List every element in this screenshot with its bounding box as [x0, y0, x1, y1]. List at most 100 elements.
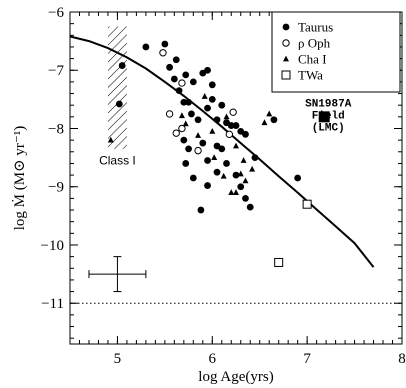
- plot-frame: [69, 11, 403, 345]
- legend-box: [271, 11, 401, 93]
- class-i-hatch: [107, 26, 127, 149]
- point-taurus: [115, 100, 123, 108]
- point-oph: [165, 110, 174, 118]
- point-taurus: [170, 75, 178, 83]
- point-taurus: [213, 116, 221, 124]
- point-cha-i: [242, 177, 249, 184]
- point-cha-i: [223, 113, 230, 120]
- annotation-line: (LMC): [312, 122, 345, 134]
- point-cha-i: [201, 93, 208, 99]
- legend-label: ρ Oph: [298, 36, 331, 51]
- y-tick-label: −10: [41, 238, 64, 254]
- point-taurus: [182, 71, 190, 79]
- y-tick-label: −7: [48, 63, 64, 79]
- point-oph: [172, 129, 180, 137]
- point-cha-i: [195, 132, 202, 138]
- class-i-band: [107, 26, 127, 149]
- point-oph: [159, 49, 167, 57]
- point-taurus: [242, 130, 249, 138]
- legend-label: Cha I: [298, 52, 327, 67]
- point-oph: [178, 79, 186, 87]
- error-bar: [88, 256, 147, 293]
- point-cha-i: [228, 189, 235, 195]
- point-taurus: [223, 160, 230, 167]
- point-taurus: [242, 194, 249, 202]
- point-taurus: [204, 104, 211, 112]
- point-oph: [229, 108, 237, 116]
- point-taurus: [180, 136, 188, 144]
- point-taurus: [246, 203, 254, 211]
- x-tick-label: 5: [114, 351, 122, 367]
- point-taurus: [208, 81, 216, 89]
- point-oph: [178, 124, 186, 133]
- point-taurus: [270, 116, 278, 124]
- point-oph: [194, 146, 202, 155]
- point-cha-i: [233, 142, 239, 149]
- x-tick-label: 8: [398, 351, 406, 367]
- point-cha-i: [182, 120, 189, 127]
- point-taurus: [197, 206, 205, 214]
- axis-tick-labels: 5 6 7 8 −6 −7 −8 −9 −10 −11: [41, 5, 406, 367]
- point-taurus: [237, 183, 245, 191]
- legend-marker: [283, 55, 289, 62]
- x-tick-label: 6: [209, 351, 217, 367]
- point-taurus: [161, 40, 169, 48]
- point-taurus: [188, 110, 195, 118]
- point-taurus: [194, 116, 202, 124]
- point-cha-i: [178, 112, 185, 119]
- point-taurus: [185, 98, 192, 106]
- point-taurus: [218, 145, 226, 153]
- point-cha-i: [249, 165, 256, 172]
- y-tick-label: −8: [48, 121, 64, 137]
- y-axis-label: log Ṁ (M⊙ yr⁻¹): [12, 126, 28, 231]
- point-cha-i: [233, 189, 239, 195]
- point-oph: [225, 130, 234, 139]
- point-cha-i: [237, 170, 244, 177]
- point-taurus: [189, 174, 197, 182]
- point-cha-i: [209, 128, 216, 134]
- point-taurus: [227, 122, 235, 129]
- point-taurus: [182, 160, 190, 167]
- point-taurus: [142, 43, 150, 51]
- point-taurus: [118, 62, 126, 69]
- class-i-label: Class I: [99, 154, 136, 168]
- y-tick-label: −11: [41, 296, 64, 312]
- legend-marker: [282, 23, 290, 31]
- point-cha-i: [266, 110, 273, 117]
- point-taurus: [204, 66, 211, 74]
- annotation-line: SN1987A: [305, 98, 352, 110]
- point-cha-i: [107, 136, 114, 143]
- point-taurus: [199, 139, 207, 147]
- point-cha-i: [261, 119, 268, 126]
- point-taurus: [232, 171, 240, 179]
- point-cha-i: [220, 172, 227, 179]
- point-taurus: [213, 168, 221, 176]
- point-taurus: [251, 154, 259, 162]
- point-twa: [302, 199, 312, 209]
- point-taurus: [204, 157, 211, 164]
- x-tick-label: 7: [303, 351, 311, 367]
- annotation-line: Field: [312, 110, 345, 122]
- point-taurus: [204, 182, 211, 189]
- point-taurus: [180, 98, 188, 106]
- point-taurus: [294, 174, 302, 182]
- point-cha-i: [211, 154, 218, 161]
- point-cha-i: [240, 157, 247, 163]
- legend-label: Taurus: [298, 20, 333, 35]
- point-taurus: [185, 145, 192, 153]
- y-tick-label: −9: [48, 180, 64, 196]
- point-twa: [274, 257, 284, 267]
- legend-marker: [282, 39, 290, 47]
- data-points: [107, 40, 330, 267]
- legend-marker: [281, 70, 291, 80]
- point-taurus: [232, 122, 240, 129]
- point-taurus: [172, 56, 180, 64]
- x-axis-label: log Age(yrs): [198, 369, 273, 385]
- legend-label: TWa: [298, 68, 323, 83]
- point-taurus: [208, 95, 216, 103]
- point-taurus: [189, 78, 197, 86]
- y-tick-label: −6: [48, 5, 64, 21]
